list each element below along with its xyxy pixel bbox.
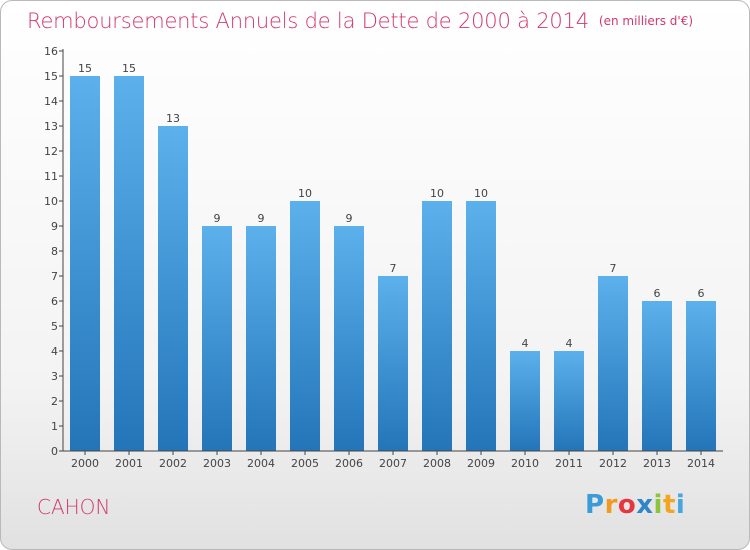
x-tick-label: 2011 [555, 457, 583, 470]
y-tick-label: 12 [44, 145, 58, 158]
data-label: 6 [698, 287, 705, 300]
data-label: 10 [474, 187, 488, 200]
bar [70, 76, 100, 451]
bar [334, 226, 364, 451]
y-tick-label: 9 [51, 220, 58, 233]
y-tick-label: 0 [51, 445, 58, 458]
x-tick-label: 2009 [467, 457, 495, 470]
bar [422, 201, 452, 451]
data-label: 9 [346, 212, 353, 225]
logo-letter: t [662, 490, 676, 520]
x-tick-label: 2000 [71, 457, 99, 470]
y-tick-label: 15 [44, 70, 58, 83]
chart-title: Remboursements Annuels de la Dette de 20… [27, 9, 693, 33]
title-text: Remboursements Annuels de la Dette de 20… [27, 9, 589, 33]
y-tick-label: 1 [51, 420, 58, 433]
y-tick-label: 5 [51, 320, 58, 333]
bar [114, 76, 144, 451]
y-tick-label: 14 [44, 95, 58, 108]
y-tick-label: 13 [44, 120, 58, 133]
y-tick-label: 4 [51, 345, 58, 358]
data-label: 15 [78, 62, 92, 75]
y-tick-label: 7 [51, 270, 58, 283]
data-label: 10 [430, 187, 444, 200]
proxiti-logo: Proxiti [585, 490, 685, 520]
bar [466, 201, 496, 451]
bar [686, 301, 716, 451]
x-tick-label: 2001 [115, 457, 143, 470]
x-tick-label: 2006 [335, 457, 363, 470]
logo-letter: P [585, 490, 605, 520]
data-label: 7 [610, 262, 617, 275]
data-label: 10 [298, 187, 312, 200]
bar [642, 301, 672, 451]
x-tick-label: 2008 [423, 457, 451, 470]
data-label: 15 [122, 62, 136, 75]
x-tick-label: 2004 [247, 457, 275, 470]
bar [246, 226, 276, 451]
y-tick-label: 6 [51, 295, 58, 308]
bar [598, 276, 628, 451]
y-tick-label: 2 [51, 395, 58, 408]
x-tick-label: 2007 [379, 457, 407, 470]
bar [202, 226, 232, 451]
y-tick-label: 3 [51, 370, 58, 383]
y-tick-label: 16 [44, 45, 58, 58]
logo-letter: i [675, 490, 686, 520]
y-tick-label: 8 [51, 245, 58, 258]
commune-name: CAHON [37, 495, 111, 519]
bar [554, 351, 584, 451]
data-label: 9 [258, 212, 265, 225]
x-tick-label: 2010 [511, 457, 539, 470]
x-tick-label: 2005 [291, 457, 319, 470]
logo-letter: x [636, 490, 654, 520]
logo-letter: i [653, 490, 663, 520]
unit-label: (en milliers d'€) [598, 14, 694, 28]
data-label: 9 [214, 212, 221, 225]
x-tick-label: 2013 [643, 457, 671, 470]
x-tick-label: 2002 [159, 457, 187, 470]
x-tick-label: 2003 [203, 457, 231, 470]
data-label: 4 [522, 337, 529, 350]
bar [510, 351, 540, 451]
data-label: 6 [654, 287, 661, 300]
bar [290, 201, 320, 451]
bar [158, 126, 188, 451]
x-tick-label: 2012 [599, 457, 627, 470]
data-label: 13 [166, 112, 180, 125]
logo-letter: o [617, 490, 637, 520]
data-label: 7 [390, 262, 397, 275]
y-tick-label: 10 [44, 195, 58, 208]
bar [378, 276, 408, 451]
x-tick-label: 2014 [687, 457, 715, 470]
data-label: 4 [566, 337, 573, 350]
logo-letter: r [604, 490, 618, 520]
y-tick-label: 11 [44, 170, 58, 183]
